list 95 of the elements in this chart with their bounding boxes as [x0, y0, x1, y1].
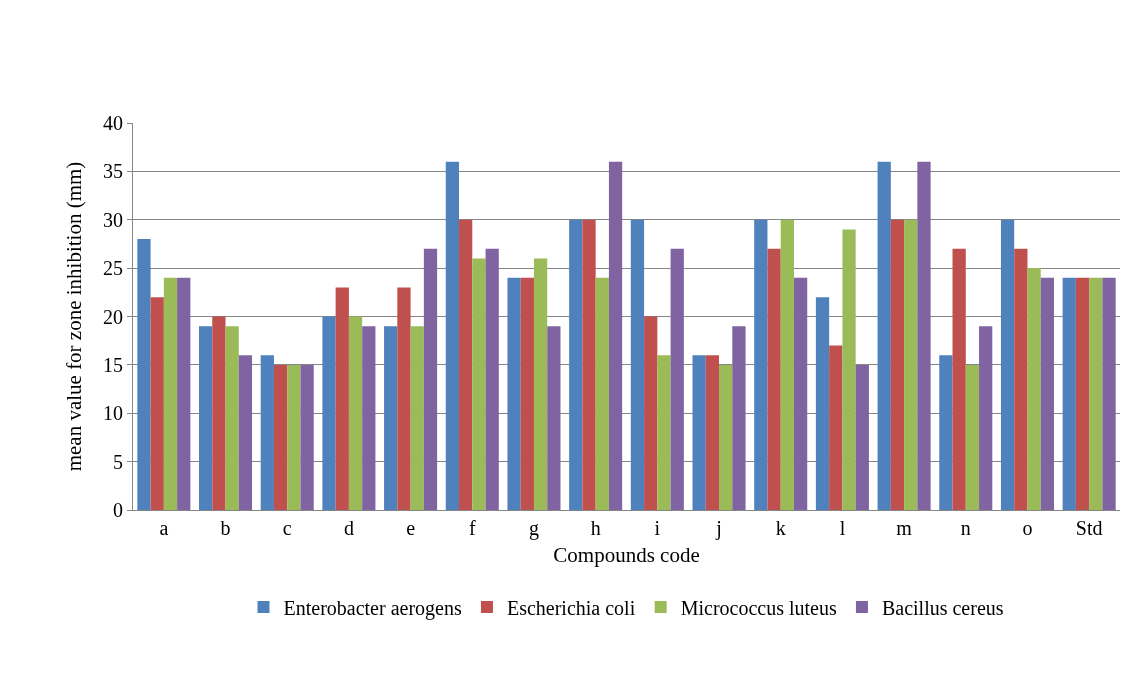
bar — [150, 297, 164, 510]
bar — [1102, 277, 1116, 510]
x-tick-label: b — [220, 517, 231, 539]
bar — [1027, 268, 1041, 510]
bar — [719, 364, 733, 510]
bar — [177, 277, 191, 510]
bar — [1062, 277, 1076, 510]
bar — [423, 248, 438, 510]
x-axis-title: Compounds code — [553, 543, 700, 568]
bar — [300, 364, 314, 510]
bar — [199, 326, 213, 510]
x-tick-label: o — [1022, 517, 1033, 539]
legend-label: Escherichia coli — [506, 596, 636, 619]
y-tick-label: 25 — [103, 257, 123, 280]
bar — [670, 248, 684, 510]
bar — [362, 326, 376, 510]
bar — [137, 239, 151, 510]
bar — [322, 316, 336, 510]
bar — [890, 219, 905, 510]
bar — [569, 219, 583, 510]
x-tick-label: n — [960, 517, 971, 539]
x-tick-label: d — [343, 517, 354, 539]
bar — [855, 364, 869, 510]
bar — [287, 364, 301, 510]
bar — [754, 219, 768, 510]
bar — [520, 277, 534, 510]
x-tick-label: l — [839, 517, 846, 539]
y-axis-title: mean value for zone inhibition (mm) — [62, 161, 87, 472]
x-tick-label: i — [654, 517, 661, 539]
bar — [877, 161, 891, 510]
bar — [547, 326, 561, 510]
bar — [273, 364, 288, 510]
bar — [767, 248, 781, 510]
bar — [348, 316, 363, 510]
bar — [644, 316, 658, 510]
bar — [1000, 219, 1015, 510]
x-tick-label: k — [775, 517, 786, 539]
bar — [917, 161, 931, 510]
y-tick-label: 0 — [113, 499, 123, 521]
x-tick-label: c — [282, 517, 292, 539]
bar — [384, 326, 398, 510]
x-tick-label: j — [715, 517, 722, 540]
bar — [485, 248, 499, 510]
bar — [582, 219, 596, 510]
bar — [445, 161, 460, 510]
bar — [692, 355, 706, 510]
bar — [1075, 277, 1090, 510]
bar — [780, 219, 794, 510]
bar — [732, 326, 746, 510]
bar — [705, 355, 720, 510]
bar — [952, 248, 966, 510]
bar — [410, 326, 424, 510]
bar — [459, 219, 473, 510]
y-tick-label: 20 — [103, 305, 123, 328]
legend-label: Bacillus cereus — [881, 596, 1004, 619]
bar — [163, 277, 178, 510]
bar — [608, 161, 623, 510]
bar — [979, 326, 993, 510]
bar — [397, 287, 411, 510]
bar — [238, 355, 253, 510]
bar — [1089, 277, 1103, 510]
x-tick-label: e — [406, 517, 416, 539]
bar — [533, 258, 548, 510]
bar — [630, 219, 645, 510]
legend-label: Micrococcus luteus — [680, 596, 837, 619]
bar — [1040, 277, 1054, 510]
bar — [657, 355, 671, 510]
y-tick-label: 30 — [103, 208, 123, 231]
y-tick-label: 5 — [113, 450, 123, 473]
y-tick-label: 35 — [103, 160, 123, 183]
y-tick-label: 40 — [103, 112, 123, 134]
bar — [472, 258, 486, 510]
bar — [260, 355, 274, 510]
bar — [939, 355, 953, 510]
bar — [904, 219, 918, 510]
bar — [595, 277, 609, 510]
bar — [793, 277, 808, 510]
y-tick-label: 15 — [103, 353, 123, 376]
x-tick-label: Std — [1075, 517, 1103, 539]
bar — [965, 364, 980, 510]
legend-label: Enterobacter aerogens — [283, 596, 462, 620]
x-tick-label: a — [159, 517, 169, 539]
bar — [212, 316, 226, 510]
x-tick-label: f — [468, 517, 476, 539]
x-tick-label: m — [896, 517, 913, 539]
bar — [815, 297, 830, 510]
x-tick-label: g — [528, 517, 539, 540]
bar — [842, 229, 856, 510]
bar — [829, 345, 843, 510]
bar — [335, 287, 349, 510]
bar — [507, 277, 521, 510]
y-tick-label: 10 — [103, 402, 123, 425]
bar — [1014, 248, 1028, 510]
bar — [225, 326, 239, 510]
x-tick-label: h — [590, 517, 601, 539]
